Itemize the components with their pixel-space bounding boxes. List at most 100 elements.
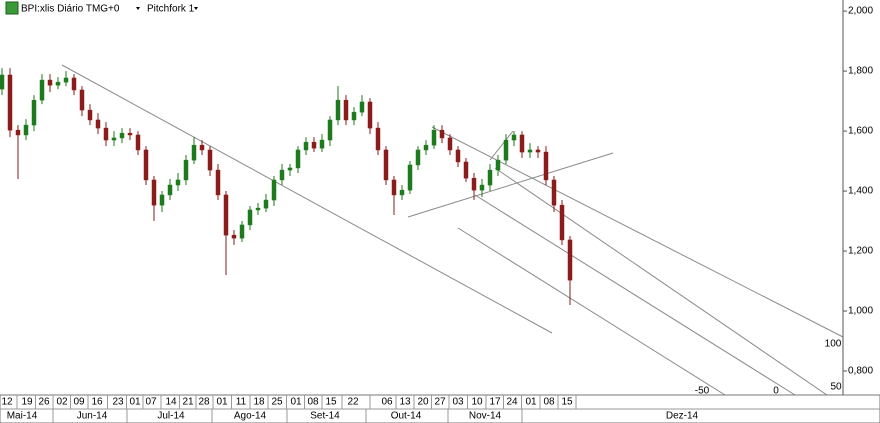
- candle-body: [239, 224, 245, 239]
- x-tick-label: 12: [1, 397, 13, 408]
- candle-body: [231, 234, 237, 239]
- candle-body: [215, 169, 221, 196]
- month-label: Jul-14: [157, 411, 185, 422]
- candle-body: [407, 164, 413, 191]
- candle-body: [431, 129, 437, 146]
- y-tick-label: 0,800: [848, 366, 873, 377]
- x-tick-label: 17: [489, 397, 501, 408]
- candle-body: [311, 141, 317, 149]
- candle-body: [463, 161, 469, 179]
- x-tick-label: 09: [73, 397, 85, 408]
- month-label: Dez-14: [666, 411, 699, 422]
- pitchfork-level-label: -50: [695, 386, 710, 397]
- candle-body: [167, 184, 173, 196]
- candle-body: [487, 169, 493, 186]
- x-tick-label: 22: [347, 397, 359, 408]
- candle-body: [135, 134, 141, 151]
- x-tick-label: 24: [506, 397, 518, 408]
- x-tick-label: 15: [325, 397, 337, 408]
- y-tick-label: 1,400: [848, 186, 873, 197]
- candle-body: [279, 169, 285, 181]
- candle-body: [159, 194, 165, 206]
- candle-body: [359, 101, 365, 113]
- candle-body: [23, 124, 29, 136]
- candle-body: [87, 109, 93, 121]
- x-tick-label: 20: [417, 397, 429, 408]
- candle-body: [255, 207, 261, 211]
- candle-body: [0, 74, 5, 90]
- y-tick-label: 1,800: [848, 66, 873, 77]
- pitchfork-rail: [431, 126, 844, 338]
- x-tick-label: 26: [38, 397, 50, 408]
- candle-body: [375, 127, 381, 151]
- dropdown-arrow[interactable]: [136, 7, 140, 10]
- candle-body: [263, 199, 269, 209]
- candle-body: [367, 101, 373, 129]
- x-tick-label: 23: [112, 397, 124, 408]
- pitchfork-rail: [474, 194, 796, 396]
- pitchfork-level-label: 0: [773, 386, 779, 397]
- candle-body: [319, 139, 325, 149]
- candle-body: [111, 137, 117, 141]
- x-tick-label: 15: [561, 397, 573, 408]
- candle-body: [143, 149, 149, 181]
- pitchfork-rail: [494, 167, 844, 407]
- instrument-icon[interactable]: [5, 1, 19, 15]
- instrument-label[interactable]: BPI:xlis Diário TMG+0: [21, 4, 120, 15]
- month-label: Set-14: [310, 411, 340, 422]
- trend-line: [61, 64, 553, 334]
- pitchfork-handle: [489, 130, 514, 161]
- x-tick-label: 02: [56, 397, 68, 408]
- month-label: Mai-14: [7, 411, 38, 422]
- x-tick-label: 11: [236, 397, 247, 408]
- x-tick-label: 13: [399, 397, 411, 408]
- candle-body: [295, 149, 301, 169]
- x-tick-label: 21: [182, 397, 194, 408]
- candle-body: [183, 159, 189, 181]
- candle-body: [335, 99, 341, 121]
- candle-body: [39, 79, 45, 101]
- candle-body: [535, 149, 541, 153]
- candle-body: [527, 149, 533, 153]
- candle-body: [511, 134, 517, 141]
- candle-body: [7, 74, 13, 131]
- dropdown-arrow[interactable]: [194, 7, 198, 10]
- candle-body: [455, 149, 461, 163]
- x-tick-label: 10: [471, 397, 483, 408]
- candle-body: [287, 167, 293, 171]
- candle-body: [479, 184, 485, 191]
- pitchfork-level-label: 100: [825, 339, 842, 350]
- candle-body: [47, 79, 53, 86]
- pitchfork-rail: [457, 227, 726, 396]
- x-tick-label: 03: [452, 397, 464, 408]
- candle-body: [399, 189, 405, 196]
- candle-body: [31, 99, 37, 126]
- x-tick-label: 19: [21, 397, 33, 408]
- candle-body: [63, 77, 69, 83]
- pitchfork-drawing: [61, 64, 844, 407]
- candle-body: [543, 151, 549, 181]
- candle-body: [439, 129, 445, 139]
- x-tick-label: 28: [198, 397, 210, 408]
- candle-body: [343, 99, 349, 121]
- x-tick-label: 25: [271, 397, 283, 408]
- candle-body: [503, 139, 509, 161]
- candle-body: [119, 132, 125, 139]
- month-label: Out-14: [391, 411, 422, 422]
- x-tick-label: 18: [253, 397, 265, 408]
- x-tick-label: 08: [543, 397, 555, 408]
- x-tick-label: 01: [216, 397, 228, 408]
- y-tick-label: 2,000: [848, 6, 873, 17]
- y-tick-label: 1,600: [848, 126, 873, 137]
- candle-body: [271, 179, 277, 201]
- x-tick-label: 07: [145, 397, 157, 408]
- candle-body: [351, 111, 357, 121]
- candle-body: [423, 144, 429, 151]
- candle-body: [471, 177, 477, 191]
- month-label: Nov-14: [469, 411, 502, 422]
- study-label[interactable]: Pitchfork 1: [147, 4, 195, 15]
- candle-body: [495, 159, 501, 171]
- x-tick-label: 01: [525, 397, 537, 408]
- candle-body: [199, 144, 205, 151]
